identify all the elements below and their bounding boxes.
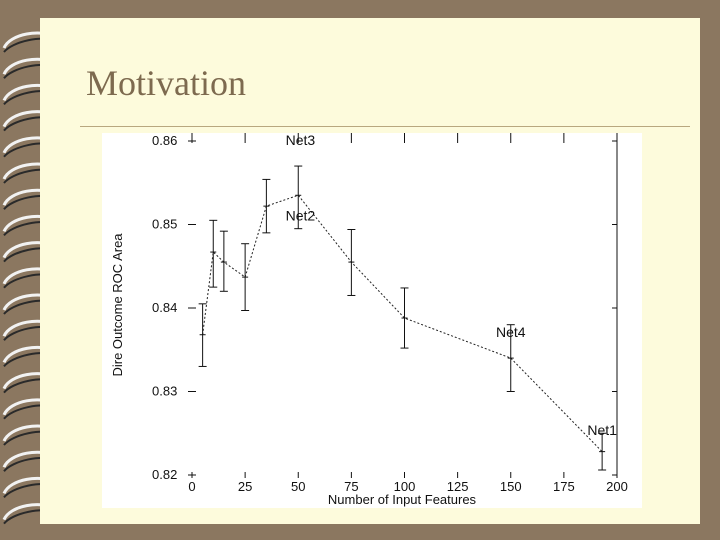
roc-series-line — [202, 194, 603, 452]
net-annotation: Net2 — [286, 207, 316, 223]
net-annotation: Net1 — [587, 422, 617, 438]
x-axis-label: Number of Input Features — [328, 492, 477, 507]
y-tick-label: 0.86 — [152, 133, 177, 148]
title-divider — [80, 126, 690, 127]
y-tick-label: 0.85 — [152, 217, 177, 232]
x-tick-label: 0 — [188, 479, 195, 494]
x-tick-label: 200 — [606, 479, 628, 494]
slide-title: Motivation — [86, 63, 246, 103]
x-tick-label: 50 — [291, 479, 305, 494]
roc-chart: 0 25 50 75 100 125 150 175 200 0.82 0.83 0.84 0.85 0.… — [110, 132, 628, 507]
x-tick-label: 100 — [394, 479, 416, 494]
x-tick-label: 75 — [344, 479, 358, 494]
x-tick-label: 175 — [553, 479, 575, 494]
x-tick-label: 150 — [500, 479, 522, 494]
y-tick-label: 0.82 — [152, 467, 177, 482]
chart-card: 0 25 50 75 100 125 150 175 200 0.82 0.83 0.84 0.85 0.… — [102, 132, 642, 508]
y-tick-label: 0.83 — [152, 384, 177, 399]
x-tick-label: 125 — [447, 479, 469, 494]
y-tick-label: 0.84 — [152, 300, 177, 315]
y-axis-label: Dire Outcome ROC Area — [110, 233, 125, 377]
x-tick-label: 25 — [238, 479, 252, 494]
net-annotation: Net3 — [286, 133, 316, 148]
net-annotation: Net4 — [496, 324, 526, 340]
